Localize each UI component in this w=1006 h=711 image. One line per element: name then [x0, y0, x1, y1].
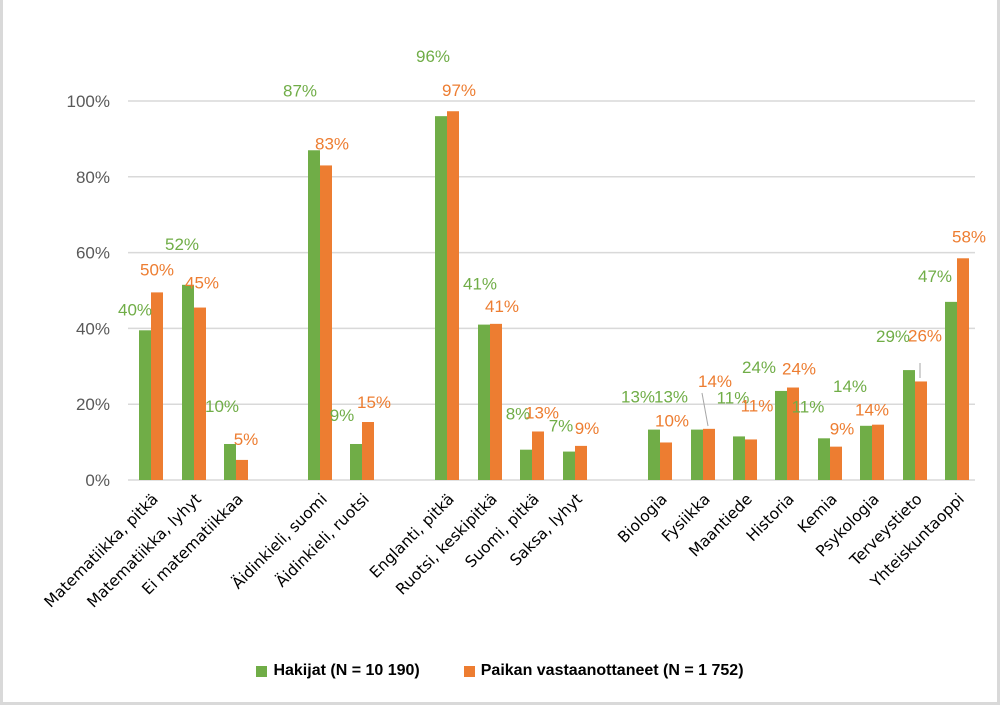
data-label-paikan-vastaanottaneet: 5%: [234, 430, 259, 449]
bar-paikan-vastaanottaneet[interactable]: [872, 424, 884, 480]
leader-lines: [701, 363, 921, 427]
bar-paikan-vastaanottaneet[interactable]: [320, 165, 332, 480]
bar-hakijat[interactable]: [903, 370, 915, 480]
bar-hakijat[interactable]: [648, 429, 660, 480]
legend-item-paikan-vastaanottaneet[interactable]: Paikan vastaanottaneet (N = 1 752): [463, 662, 744, 680]
bar-hakijat[interactable]: [182, 284, 194, 480]
bar-hakijat[interactable]: [435, 116, 447, 480]
bar-hakijat[interactable]: [139, 330, 151, 480]
data-label-paikan-vastaanottaneet: 58%: [952, 227, 986, 246]
legend-label: Hakijat (N = 10 190): [273, 662, 420, 679]
bar-hakijat[interactable]: [478, 324, 490, 480]
data-label-paikan-vastaanottaneet: 41%: [485, 297, 519, 316]
data-label-hakijat: 96%: [416, 47, 450, 66]
bar-paikan-vastaanottaneet[interactable]: [575, 445, 587, 480]
data-label-paikan-vastaanottaneet: 9%: [575, 419, 600, 438]
leader-line: [701, 392, 709, 427]
data-label-hakijat: 11%: [792, 397, 825, 416]
legend-swatch-green: [256, 665, 268, 677]
x-tick-label: Suomi, pitkä: [462, 490, 543, 571]
bar-paikan-vastaanottaneet[interactable]: [236, 459, 248, 480]
data-label-paikan-vastaanottaneet: 13%: [525, 403, 559, 422]
bar-paikan-vastaanottaneet[interactable]: [787, 387, 799, 480]
data-label-hakijat: 9%: [330, 406, 355, 425]
data-label-hakijat: 40%: [118, 300, 152, 319]
data-label-paikan-vastaanottaneet: 26%: [908, 326, 942, 345]
data-label-paikan-vastaanottaneet: 14%: [855, 401, 889, 420]
y-tick-label: 0%: [85, 471, 110, 490]
legend-item-hakijat[interactable]: Hakijat (N = 10 190): [256, 662, 420, 680]
bar-paikan-vastaanottaneet[interactable]: [532, 431, 544, 480]
data-label-paikan-vastaanottaneet: 14%: [698, 372, 732, 391]
data-label-hakijat: 52%: [165, 235, 199, 254]
bar-paikan-vastaanottaneet[interactable]: [830, 446, 842, 480]
data-label-paikan-vastaanottaneet: 11%: [741, 396, 774, 415]
data-label-hakijat: 8%: [506, 405, 531, 424]
bar-hakijat[interactable]: [945, 301, 957, 480]
bar-paikan-vastaanottaneet[interactable]: [703, 428, 715, 480]
data-label-hakijat: 14%: [833, 377, 867, 396]
data-label-hakijat: 87%: [283, 81, 317, 100]
data-label-hakijat: 10%: [205, 397, 239, 416]
bar-paikan-vastaanottaneet[interactable]: [957, 258, 969, 480]
bar-paikan-vastaanottaneet[interactable]: [362, 422, 374, 480]
gridlines: [128, 100, 975, 481]
data-label-hakijat: 7%: [549, 417, 574, 436]
data-label-paikan-vastaanottaneet: 50%: [140, 260, 174, 279]
legend-label: Paikan vastaanottaneet (N = 1 752): [480, 662, 744, 679]
legend: Hakijat (N = 10 190) Paikan vastaanottan…: [0, 662, 1000, 680]
bar-hakijat[interactable]: [520, 449, 532, 480]
data-label-hakijat: 24%: [742, 358, 776, 377]
data-label-hakijat: 11%: [717, 388, 750, 407]
data-label-paikan-vastaanottaneet: 24%: [782, 360, 816, 379]
bar-hakijat[interactable]: [691, 429, 703, 480]
bar-hakijat[interactable]: [860, 425, 872, 480]
data-label-hakijat: 29%: [876, 327, 910, 346]
data-label-paikan-vastaanottaneet: 10%: [655, 411, 689, 430]
bar-paikan-vastaanottaneet[interactable]: [447, 111, 459, 480]
bar-hakijat[interactable]: [563, 451, 575, 480]
bars: [139, 111, 969, 480]
data-label-hakijat: 13%: [654, 388, 688, 407]
y-tick-label: 100%: [67, 92, 110, 111]
y-tick-label: 20%: [76, 395, 110, 414]
data-label-paikan-vastaanottaneet: 45%: [185, 274, 219, 293]
y-axis-ticks: 0% 20% 40% 60% 80% 100%: [67, 92, 110, 490]
data-label-paikan-vastaanottaneet: 97%: [442, 81, 476, 100]
y-tick-label: 40%: [76, 319, 110, 338]
y-tick-label: 60%: [76, 244, 110, 263]
bar-hakijat[interactable]: [775, 390, 787, 480]
bar-paikan-vastaanottaneet[interactable]: [490, 323, 502, 480]
data-label-paikan-vastaanottaneet: 9%: [830, 420, 855, 439]
bar-hakijat[interactable]: [224, 443, 236, 480]
data-labels: 40%52%10%87%9%96%41%8%7%13%13% 11%24%11%1…: [118, 47, 986, 449]
data-label-hakijat: 41%: [463, 275, 497, 294]
bar-hakijat[interactable]: [733, 436, 745, 480]
bar-paikan-vastaanottaneet[interactable]: [660, 442, 672, 480]
data-label-hakijat: 13%: [621, 388, 655, 407]
y-tick-label: 80%: [76, 168, 110, 187]
bar-hakijat[interactable]: [818, 438, 830, 480]
bar-paikan-vastaanottaneet[interactable]: [745, 439, 757, 480]
data-label-paikan-vastaanottaneet: 83%: [315, 134, 349, 153]
bar-hakijat[interactable]: [308, 150, 320, 480]
legend-swatch-orange: [463, 665, 475, 677]
data-label-hakijat: 47%: [918, 267, 952, 286]
data-label-paikan-vastaanottaneet: 15%: [357, 393, 391, 412]
bar-paikan-vastaanottaneet[interactable]: [151, 292, 163, 480]
bar-paikan-vastaanottaneet[interactable]: [194, 307, 206, 480]
bar-paikan-vastaanottaneet[interactable]: [915, 381, 927, 480]
bar-hakijat[interactable]: [350, 443, 362, 480]
